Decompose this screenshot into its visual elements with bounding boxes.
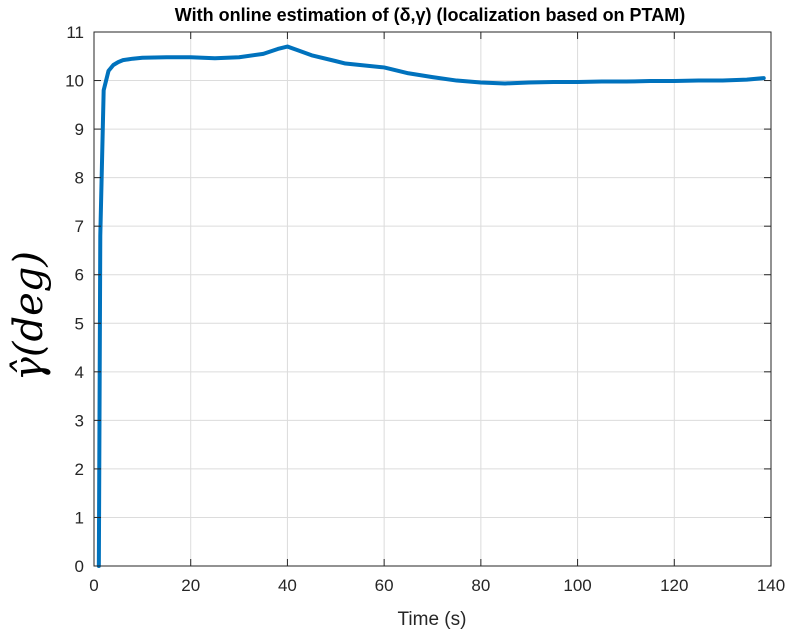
x-tick-label: 20: [181, 576, 200, 595]
x-tick-label: 100: [563, 576, 591, 595]
y-tick-label: 8: [75, 169, 84, 188]
x-tick-label: 60: [375, 576, 394, 595]
y-tick-labels: 0 1 2 3 4 5 6 7 8 9 10 11: [65, 23, 84, 576]
x-tick-label: 140: [757, 576, 785, 595]
x-tick-label: 120: [660, 576, 688, 595]
y-tick-label: 4: [75, 363, 84, 382]
y-tick-label: 3: [75, 411, 84, 430]
tick-marks: [93, 31, 772, 567]
axes-background: [94, 32, 771, 566]
x-tick-labels: 0 20 40 60 80 100 120 140: [89, 576, 785, 595]
x-tick-label: 80: [471, 576, 490, 595]
x-axis-label: Time (s): [398, 609, 467, 630]
y-tick-label: 9: [75, 120, 84, 139]
y-tick-label: 0: [75, 557, 84, 576]
y-tick-label: 2: [75, 460, 84, 479]
series-line: [96, 44, 766, 568]
y-tick-label: 11: [66, 23, 84, 42]
y-tick-label: 10: [65, 72, 84, 91]
axes-box: [93, 31, 772, 567]
x-tick-label: 0: [89, 576, 98, 595]
y-tick-label: 7: [75, 217, 84, 236]
y-tick-label: 1: [75, 508, 84, 527]
x-tick-label: 40: [278, 576, 297, 595]
chart-title: With online estimation of (δ,γ) (localiz…: [175, 5, 685, 25]
y-axis-label: γ̂(deg): [6, 251, 52, 381]
y-tick-label: 6: [75, 266, 84, 285]
plot-area: [93, 31, 772, 568]
y-tick-label: 5: [75, 314, 84, 333]
